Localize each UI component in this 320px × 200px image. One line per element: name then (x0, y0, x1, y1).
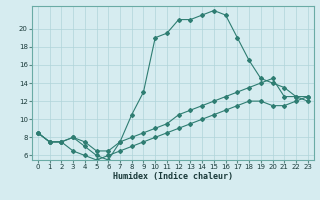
X-axis label: Humidex (Indice chaleur): Humidex (Indice chaleur) (113, 172, 233, 181)
